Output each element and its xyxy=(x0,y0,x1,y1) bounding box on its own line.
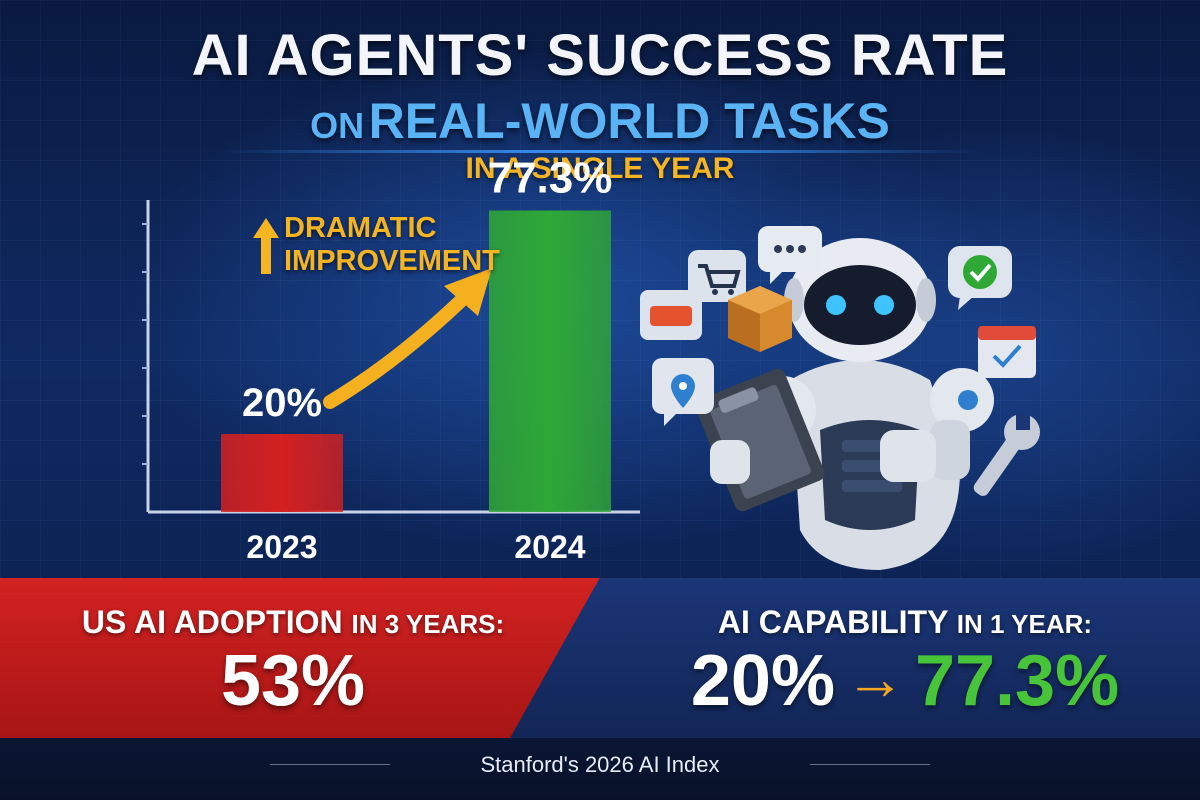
title-line-1: AI AGENTS' SUCCESS RATE xyxy=(191,23,1009,88)
adoption-label-main: US AI ADOPTION xyxy=(81,604,343,640)
source-rule-right xyxy=(810,764,930,765)
adoption-value: 53% xyxy=(220,641,366,721)
title-line-2-main: REAL-WORLD TASKS xyxy=(368,93,890,149)
adoption-panel xyxy=(0,578,600,738)
wrench-icon xyxy=(973,414,1040,496)
value-label-2023: 20% xyxy=(242,381,322,425)
adoption-label: US AI ADOPTION IN 3 YEARS: xyxy=(58,604,528,641)
package-icon xyxy=(728,286,792,352)
subtitle: IN A SINGLE YEAR xyxy=(465,152,735,185)
category-label-2023: 2023 xyxy=(246,529,317,565)
trend-arrow-icon xyxy=(323,268,492,409)
calendar-icon xyxy=(978,326,1036,378)
category-label-2024: 2024 xyxy=(514,529,585,565)
capability-label-main: AI CAPABILITY xyxy=(717,604,948,640)
up-arrow-icon xyxy=(253,218,279,274)
chart-bars xyxy=(221,210,611,512)
source-rule-left xyxy=(270,764,390,765)
bar-2024 xyxy=(489,210,611,512)
location-pin-icon xyxy=(652,358,714,426)
capability-label: AI CAPABILITY IN 1 YEAR: xyxy=(640,604,1170,641)
improvement-line-1: DRAMATIC xyxy=(284,212,437,244)
adoption-label-small: IN 3 YEARS: xyxy=(351,609,505,639)
capability-from: 20% xyxy=(690,641,835,721)
capability-label-small: IN 1 YEAR: xyxy=(956,609,1093,639)
capability-values: 20% → 77.3% xyxy=(640,640,1170,722)
clipboard-icon xyxy=(695,368,825,512)
value-label-2024: 77.3% xyxy=(488,154,613,203)
title-line-2-prefix: ON xyxy=(310,105,365,146)
improvement-annotation: DRAMATIC IMPROVEMENT xyxy=(284,212,500,278)
right-arrow-icon: → xyxy=(844,645,905,712)
improvement-line-2: IMPROVEMENT xyxy=(284,245,500,277)
capability-to: 77.3% xyxy=(914,641,1120,721)
title-divider xyxy=(220,150,980,153)
capability-panel xyxy=(510,578,1200,738)
shopping-cart-icon xyxy=(688,250,746,302)
chart-labels: 20% 2023 77.3% 2024 xyxy=(242,154,612,565)
robot-illustration xyxy=(748,238,994,570)
title-line-2: ON REAL-WORLD TASKS xyxy=(0,92,1200,150)
bus-icon xyxy=(640,290,702,340)
footer-band xyxy=(0,738,1200,800)
bar-2023 xyxy=(221,434,343,512)
checkmark-icon xyxy=(948,246,1012,310)
chat-bubble-icon xyxy=(758,226,822,284)
source-credit: Stanford's 2026 AI Index xyxy=(480,752,720,777)
